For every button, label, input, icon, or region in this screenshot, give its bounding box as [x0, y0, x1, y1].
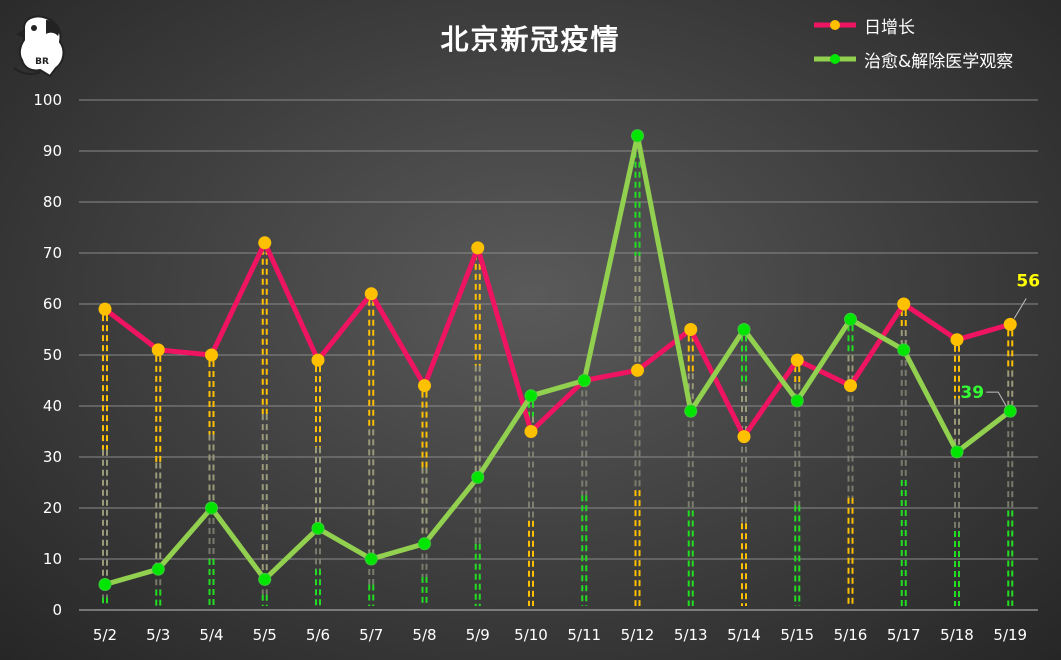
data-point-recovered [844, 312, 857, 326]
x-tick-label: 5/12 [621, 626, 655, 644]
legend-item-daily: 日增长 [812, 8, 1013, 42]
data-point-recovered [1003, 404, 1017, 418]
data-point-daily [790, 353, 804, 367]
data-point-daily [1003, 317, 1017, 331]
data-point-recovered [364, 552, 378, 566]
y-tick-label: 80 [43, 193, 62, 211]
chart-title: 北京新冠疫情 [440, 23, 621, 56]
data-point-daily [897, 297, 911, 311]
x-tick-label: 5/7 [359, 626, 383, 644]
legend-label-daily: 日增长 [864, 17, 915, 38]
y-tick-label: 40 [43, 397, 62, 415]
x-tick-label: 5/2 [93, 626, 117, 644]
x-tick-label: 5/14 [727, 626, 761, 644]
legend-label-recovered: 治愈&解除医学观察 [864, 51, 1014, 72]
legend: 日增长 治愈&解除医学观察 [812, 8, 1013, 76]
data-point-daily [631, 363, 644, 377]
data-point-recovered [418, 537, 431, 551]
x-tick-label: 5/10 [514, 626, 548, 644]
data-point-recovered [98, 578, 112, 591]
data-point-daily [524, 425, 538, 438]
legend-swatch-daily [814, 20, 856, 30]
x-tick-label: 5/19 [993, 626, 1027, 644]
data-point-recovered [205, 501, 218, 515]
data-point-recovered [897, 343, 911, 357]
data-point-daily [151, 343, 165, 357]
x-tick-label: 5/3 [146, 626, 170, 644]
data-point-recovered [684, 404, 698, 418]
data-point-daily [98, 302, 112, 316]
data-point-recovered [577, 374, 591, 387]
x-tick-label: 5/4 [199, 626, 223, 644]
data-point-recovered [631, 129, 644, 143]
x-tick-label: 5/13 [674, 626, 708, 644]
x-tick-label: 5/16 [834, 626, 868, 644]
data-point-daily [205, 348, 218, 362]
y-tick-label: 90 [43, 142, 62, 160]
x-tick-label: 5/5 [253, 626, 277, 644]
data-point-recovered [524, 389, 538, 403]
data-point-recovered [311, 521, 325, 535]
y-tick-label: 10 [43, 550, 62, 568]
data-point-recovered [737, 323, 751, 336]
y-tick-label: 50 [43, 346, 62, 364]
data-point-recovered [471, 470, 485, 484]
annotation-leader [986, 391, 1007, 407]
y-tick-label: 100 [33, 91, 62, 109]
data-point-daily [471, 241, 485, 255]
y-tick-label: 20 [43, 499, 62, 517]
annotation-label: 39 [960, 383, 984, 403]
logo-text: BR [35, 57, 49, 67]
x-tick-label: 5/17 [887, 626, 921, 644]
data-point-daily [418, 379, 431, 393]
x-tick-label: 5/18 [940, 626, 974, 644]
x-tick-label: 5/15 [780, 626, 814, 644]
x-tick-label: 5/8 [412, 626, 436, 644]
annotation-leader [1013, 298, 1027, 319]
data-point-recovered [950, 445, 964, 459]
data-point-recovered [151, 562, 165, 576]
y-tick-label: 0 [52, 601, 62, 619]
data-point-daily [737, 430, 751, 444]
x-tick-label: 5/6 [306, 626, 330, 644]
legend-swatch-recovered [814, 54, 856, 64]
data-point-daily [950, 333, 964, 347]
data-point-daily [311, 353, 325, 367]
y-tick-label: 60 [43, 295, 62, 313]
data-point-daily [258, 236, 272, 250]
data-point-recovered [790, 394, 804, 408]
series-line-daily [103, 240, 1011, 440]
data-point-daily [844, 379, 857, 393]
x-tick-label: 5/11 [567, 626, 601, 644]
data-point-recovered [258, 572, 272, 586]
parrot-logo: BR [10, 10, 74, 86]
x-tick-label: 5/9 [466, 626, 490, 644]
y-tick-label: 30 [43, 448, 62, 466]
series-line-recovered [104, 133, 1012, 587]
annotation-label: 56 [1016, 271, 1040, 291]
legend-item-recovered: 治愈&解除医学观察 [812, 42, 1013, 76]
data-point-daily [684, 323, 698, 336]
data-point-daily [364, 287, 378, 301]
y-tick-label: 70 [43, 244, 62, 262]
